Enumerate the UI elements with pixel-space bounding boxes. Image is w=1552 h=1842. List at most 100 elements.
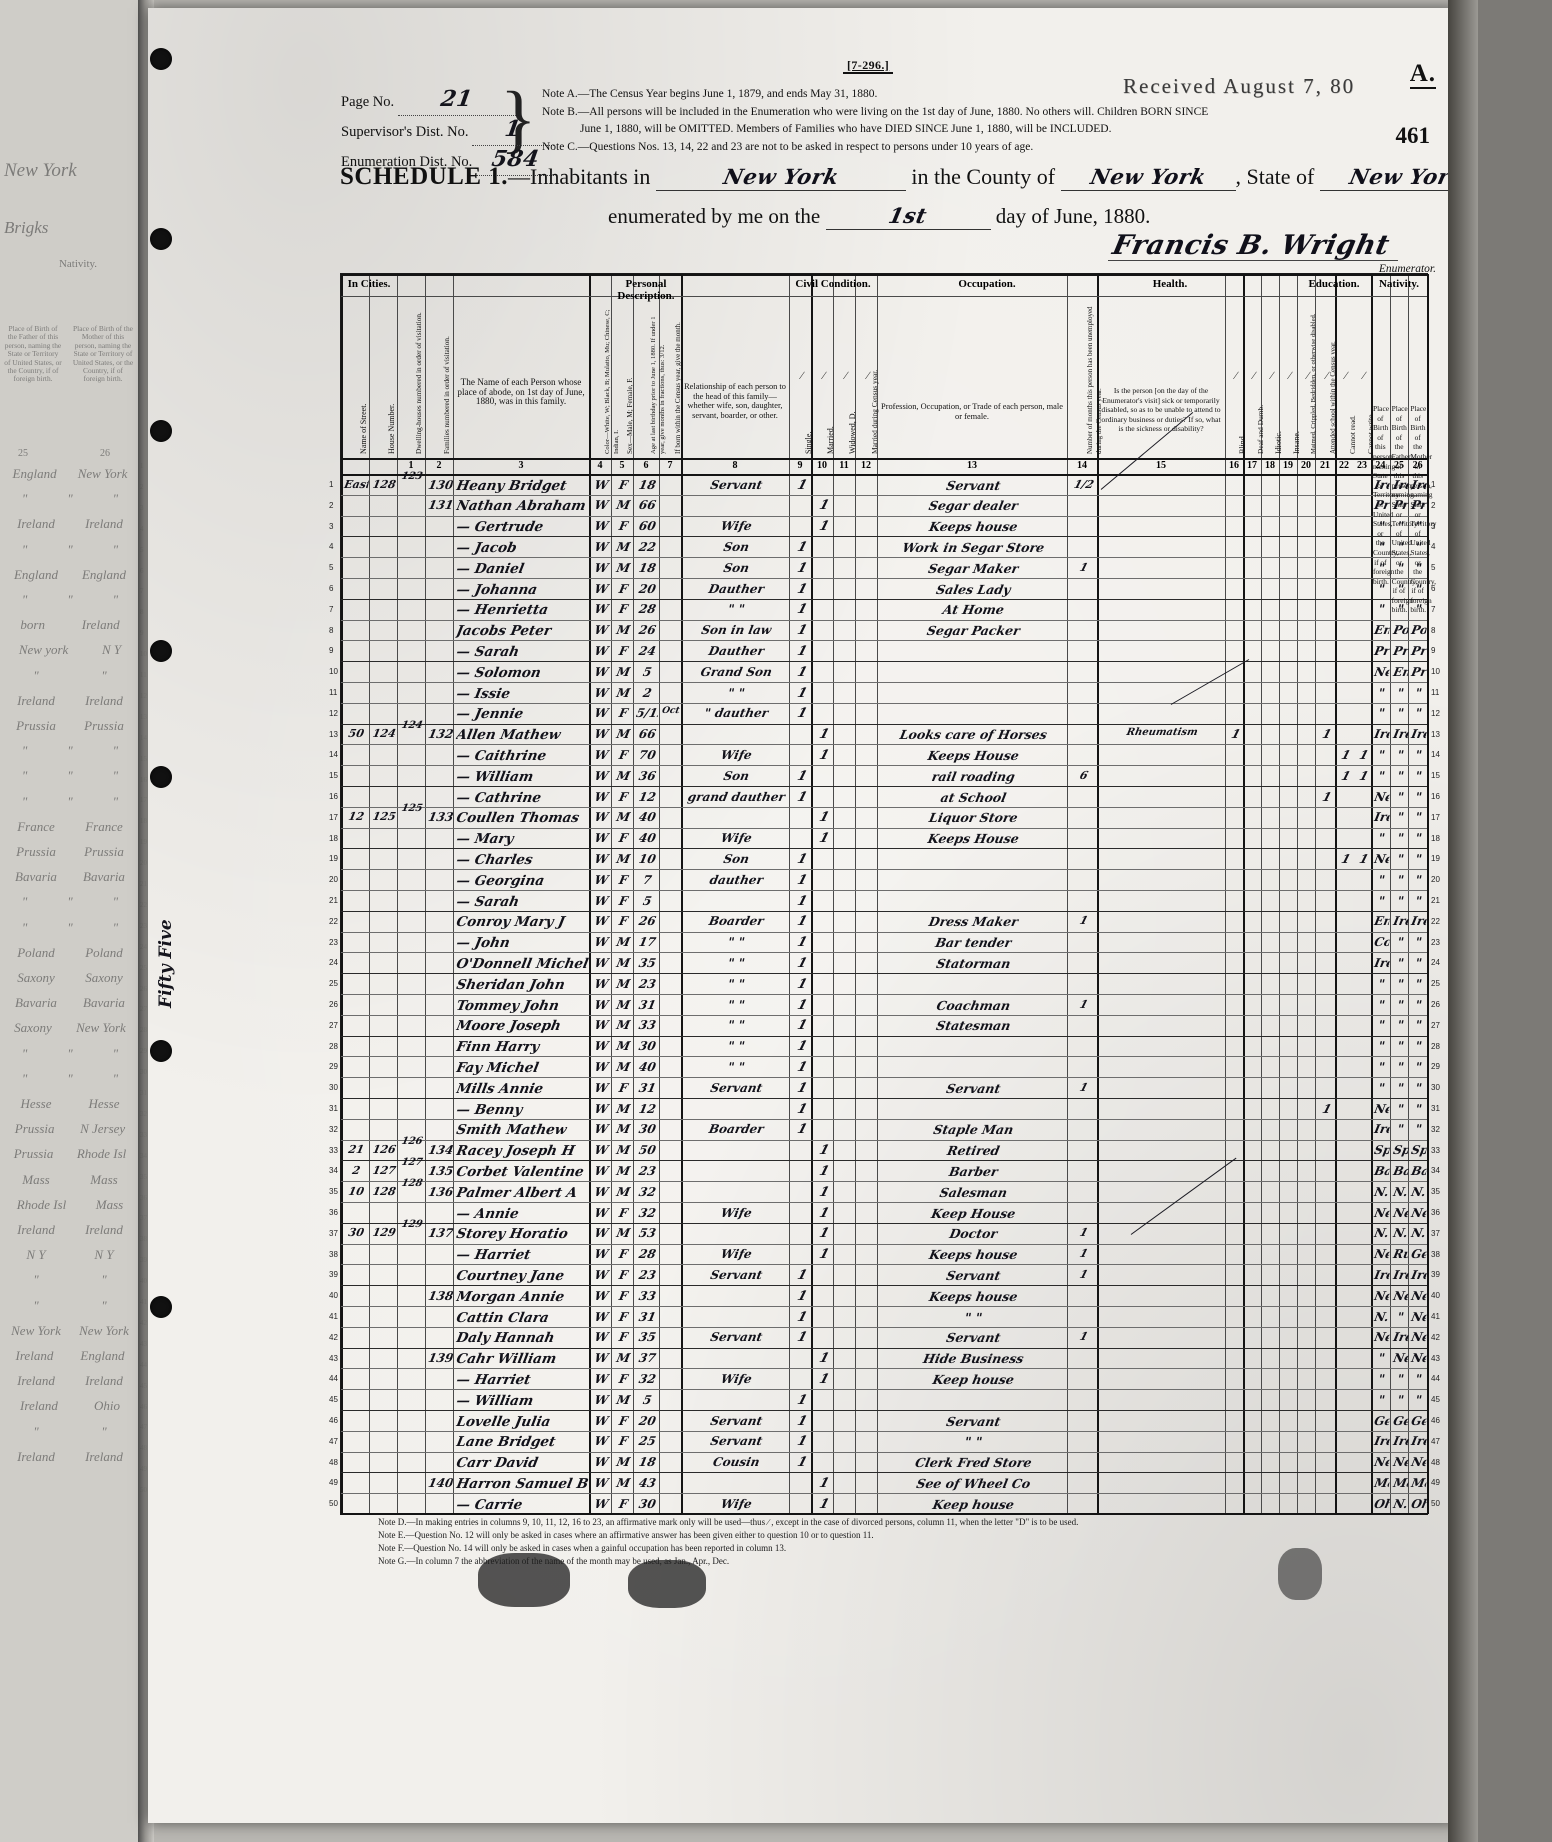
cell-value: 1 xyxy=(1320,1101,1334,1116)
cell-value: Ireland xyxy=(1410,1434,1428,1449)
cell-value: 43 xyxy=(637,1475,658,1490)
page-no-field[interactable]: 21 xyxy=(397,86,516,116)
row-number-right: 20 xyxy=(1431,875,1440,885)
cell-value: N. Jersey xyxy=(1410,1226,1428,1241)
table-row-divider xyxy=(341,1202,1427,1203)
table-row-divider xyxy=(341,474,1427,476)
cell-value: N. Jersey xyxy=(1373,1226,1391,1241)
cell-value: Ireland xyxy=(1391,1267,1410,1282)
cell-value: F xyxy=(617,1496,629,1511)
cell-value: — Georgina xyxy=(455,872,546,889)
enumeration-dist-field[interactable]: 584 xyxy=(475,146,554,176)
cell-value: — Jacob xyxy=(455,539,519,556)
cell-value: " " xyxy=(726,955,747,970)
row-number-right: 48 xyxy=(1431,1457,1440,1467)
cell-value: M xyxy=(615,1143,632,1158)
cell-value: — Cathrine xyxy=(455,789,543,806)
cell-value: 2 xyxy=(641,685,653,700)
row-number-left: 9 xyxy=(329,646,334,656)
row-number-left: 23 xyxy=(329,937,338,947)
cell-value: W xyxy=(593,685,610,700)
cell-value: " xyxy=(1395,831,1405,846)
bleed-text: New York xyxy=(4,160,77,181)
cell-value: 1 xyxy=(1078,1080,1090,1094)
bleed-row: England England xyxy=(13,566,127,582)
cell-value: W xyxy=(593,1184,610,1199)
cell-value: F xyxy=(617,706,629,721)
bleed-row: Saxony Saxony xyxy=(17,970,123,985)
cell-value: 12 xyxy=(347,810,366,824)
row-number-right: 39 xyxy=(1431,1270,1440,1280)
cell-value: W xyxy=(593,1392,610,1407)
cell-value: " xyxy=(1414,581,1424,596)
bleed-row: " " " xyxy=(21,919,119,935)
column-number: 25 xyxy=(1394,460,1404,471)
cell-value: 36 xyxy=(637,768,658,783)
cell-value: " xyxy=(1377,831,1387,846)
cell-value: " xyxy=(1395,1018,1405,1033)
cell-value: " xyxy=(1414,747,1424,762)
cell-value: 1 xyxy=(795,1267,809,1283)
cell-value: W xyxy=(593,1122,610,1137)
cell-value: M xyxy=(615,1059,632,1074)
table-row-divider xyxy=(341,931,1427,933)
place-field[interactable]: New York xyxy=(655,164,906,191)
cell-value: " xyxy=(1377,560,1387,575)
day-field[interactable]: 1st xyxy=(825,203,991,230)
county-label: in the County of xyxy=(911,164,1056,189)
bleed-row: Poland Poland xyxy=(17,944,123,960)
cell-value: F xyxy=(617,1080,629,1095)
row-number-left: 12 xyxy=(329,708,338,718)
cell-value: W xyxy=(593,623,610,638)
cell-value: 126 xyxy=(371,1143,398,1157)
cell-value: 1 xyxy=(817,1184,831,1200)
cell-value: rail roading xyxy=(930,768,1017,784)
cell-value: 1 xyxy=(795,872,809,888)
cell-value: 1 xyxy=(795,1392,809,1408)
cell-value: " xyxy=(1414,519,1424,534)
cell-value: F xyxy=(617,1413,629,1428)
cell-value: " xyxy=(1377,997,1387,1012)
cell-value: Keeps House xyxy=(926,747,1021,763)
row-number-right: 19 xyxy=(1431,854,1440,864)
cell-value: " xyxy=(1395,1080,1405,1095)
cell-value: 1 xyxy=(817,1351,831,1367)
supervisors-dist-field[interactable]: 1 xyxy=(472,116,555,146)
row-number-right: 21 xyxy=(1431,896,1440,905)
cell-value: Statorman xyxy=(934,955,1012,971)
row-number-right: 45 xyxy=(1431,1395,1440,1405)
cell-value: Tommey John xyxy=(455,997,561,1014)
cell-value: Grand Son xyxy=(699,664,774,679)
cell-value: New York xyxy=(1391,1351,1410,1366)
cell-value: Staple Man xyxy=(932,1122,1015,1138)
table-row-divider xyxy=(341,661,1427,663)
cell-value: F xyxy=(617,1267,629,1282)
affirmative-mark-sample: ∕ xyxy=(1253,370,1255,382)
col-header-profession: Profession, Occupation, or Trade of each… xyxy=(881,402,1063,421)
row-number-left: 26 xyxy=(329,1000,338,1009)
table-row-divider xyxy=(341,1098,1427,1099)
cell-value: N. H. xyxy=(1410,1184,1428,1199)
cell-value: W xyxy=(593,747,610,762)
row-number-right: 1 xyxy=(1431,480,1436,489)
bleed-row: Ireland Ireland xyxy=(17,1222,123,1237)
ink-smudge-1 xyxy=(478,1553,570,1607)
cell-value: W xyxy=(593,1039,610,1054)
cell-value: 1 xyxy=(795,851,809,867)
county-field[interactable]: New York xyxy=(1060,164,1236,191)
bleed-row: " " " xyxy=(21,894,119,910)
column-number: 4 xyxy=(597,460,603,471)
cell-value: 1 xyxy=(1078,914,1090,928)
cell-value: " xyxy=(1414,955,1424,970)
table-row-divider xyxy=(341,1389,1427,1391)
cell-value: W xyxy=(593,1475,610,1490)
cell-value: — Solomon xyxy=(455,664,543,681)
state-field[interactable]: New York xyxy=(1319,164,1495,191)
row-number-left: 31 xyxy=(329,1104,338,1113)
bleed-row: Prussia Prussia xyxy=(16,844,124,859)
cell-value: " xyxy=(1414,768,1424,783)
cell-value: Ohio xyxy=(1410,1496,1428,1511)
affirmative-mark-sample: ∕ xyxy=(867,370,869,382)
page-right-edge xyxy=(1448,0,1552,1842)
cell-value: W xyxy=(593,935,610,950)
